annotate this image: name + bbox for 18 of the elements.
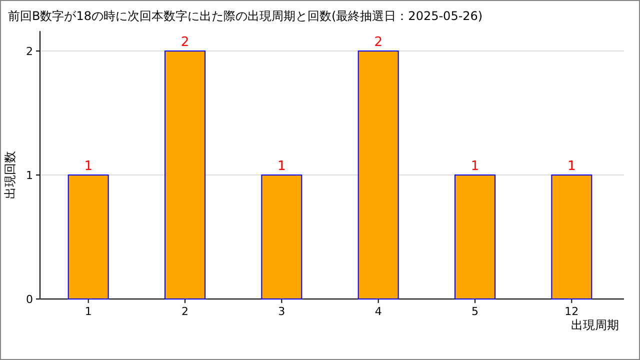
- data-label: 2: [180, 35, 190, 50]
- x-tick-label: 12: [564, 305, 579, 318]
- y-axis-title: 出現回数: [3, 151, 17, 199]
- x-axis-title: 出現周期: [571, 318, 619, 332]
- x-tick-label: 1: [84, 305, 92, 318]
- chart-title: 前回B数字が18の時に次回本数字に出た際の出現周期と回数(最終抽選日：2025-05-26): [8, 9, 483, 23]
- data-label: 1: [84, 159, 92, 174]
- y-tick-label: 2: [26, 45, 33, 58]
- y-tick-label: 1: [26, 169, 33, 182]
- x-tick-label: 4: [374, 305, 382, 318]
- x-tick-label: 2: [182, 305, 188, 318]
- x-tick-label: 5: [472, 305, 478, 318]
- x-tick-label: 3: [278, 305, 286, 318]
- data-label: 1: [470, 159, 480, 174]
- data-label: 1: [278, 159, 286, 174]
- data-label: 1: [568, 159, 576, 174]
- data-label: 2: [374, 35, 382, 50]
- y-tick-label: 0: [26, 293, 33, 306]
